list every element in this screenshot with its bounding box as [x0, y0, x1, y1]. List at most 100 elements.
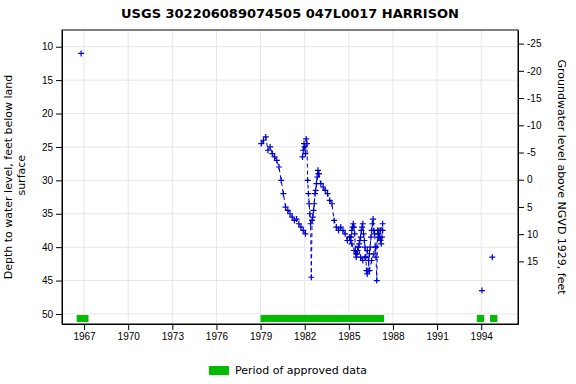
data-point	[302, 231, 308, 237]
series	[316, 171, 386, 274]
x-tick-mark	[128, 324, 129, 330]
data-point	[311, 201, 317, 207]
data-point	[306, 201, 312, 207]
data-point	[302, 151, 308, 157]
legend-label: Period of approved data	[235, 364, 367, 377]
y2-tick-mark	[518, 71, 524, 72]
data-point	[361, 237, 367, 243]
data-point	[353, 254, 359, 260]
grid-line-x	[128, 30, 129, 324]
data-point	[310, 214, 316, 220]
y-tick-mark	[56, 80, 62, 81]
x-tick: 1991	[426, 324, 449, 342]
y2-tick: 10	[518, 229, 539, 240]
data-point	[366, 258, 372, 264]
data-point	[307, 211, 313, 217]
x-tick-label: 1979	[250, 331, 273, 342]
x-tick-mark	[481, 324, 482, 330]
y-tick-label: 45	[42, 275, 54, 286]
data-point	[349, 241, 355, 247]
x-tick: 1973	[162, 324, 185, 342]
y2-tick-label: -25	[527, 38, 542, 49]
y-tick-mark	[56, 314, 62, 315]
y2-tick-label: -5	[527, 147, 536, 158]
x-tick: 1976	[206, 324, 229, 342]
y-tick-mark	[56, 147, 62, 148]
grid-line-x	[84, 30, 85, 324]
y-tick-mark	[56, 214, 62, 215]
y-tick: 15	[42, 75, 62, 86]
y-tick-label: 35	[42, 208, 54, 219]
y2-axis-domain	[518, 31, 519, 325]
series	[77, 315, 498, 322]
x-tick-mark	[172, 324, 173, 330]
y-tick-label: 40	[42, 242, 54, 253]
data-point	[351, 224, 357, 230]
y2-tick-label: 5	[527, 202, 533, 213]
x-tick-mark	[305, 324, 306, 330]
x-tick-label: 1982	[294, 331, 317, 342]
y2-tick: 5	[518, 202, 533, 213]
y-tick-label: 30	[42, 175, 54, 186]
y2-tick-mark	[518, 125, 524, 126]
data-point	[363, 254, 369, 260]
data-point	[316, 171, 322, 177]
data-point	[364, 271, 370, 277]
x-axis-domain	[63, 324, 519, 325]
data-point	[300, 154, 306, 160]
data-point	[263, 134, 269, 140]
series-line	[261, 137, 305, 234]
grid	[62, 30, 518, 324]
data-point	[356, 241, 362, 247]
y-axis-label: Depth to water level, feet below land su…	[2, 75, 28, 280]
y2-tick-label: 0	[527, 174, 533, 185]
data-point	[380, 221, 386, 227]
y-tick: 45	[42, 275, 62, 286]
y-tick: 25	[42, 142, 62, 153]
y2-tick-label: 15	[527, 256, 539, 267]
data-point	[365, 268, 371, 274]
y-tick-label: 25	[42, 142, 54, 153]
y2-tick-label: -20	[527, 66, 542, 77]
y2-tick: 15	[518, 256, 539, 267]
y-tick-mark	[56, 281, 62, 282]
approved-period	[490, 315, 497, 322]
data-point	[304, 141, 310, 147]
grid-line-y	[62, 113, 518, 114]
series	[258, 134, 308, 237]
data-point	[312, 191, 318, 197]
data-point	[348, 234, 354, 240]
y2-tick: -5	[518, 147, 536, 158]
data-point	[375, 231, 381, 237]
grid-line-x	[392, 30, 393, 324]
data-point	[331, 217, 337, 223]
data-point	[278, 177, 284, 183]
data-point	[380, 227, 386, 233]
data-point	[311, 207, 317, 213]
y-axis-domain	[62, 31, 63, 325]
x-tick-label: 1991	[426, 331, 449, 342]
data-point	[305, 177, 311, 183]
y2-tick: 0	[518, 174, 533, 185]
data-point	[361, 231, 367, 237]
chart: 1967197019731976197919821985198819911994…	[0, 0, 576, 384]
y-tick-mark	[56, 114, 62, 115]
data-point	[267, 144, 273, 150]
y-axis: 101520253035404550	[42, 31, 63, 325]
y2-tick: -10	[518, 120, 542, 131]
x-tick-mark	[84, 324, 85, 330]
data-point	[367, 244, 373, 250]
y-tick: 40	[42, 242, 62, 253]
data-point	[368, 234, 374, 240]
y2-tick-mark	[518, 261, 524, 262]
y2-axis-label: Groundwater level above NGVD 1929, feet	[555, 59, 568, 295]
data-point	[355, 248, 361, 254]
x-tick: 1994	[471, 324, 494, 342]
data-point	[308, 221, 314, 227]
y2-tick-label: -10	[527, 120, 542, 131]
legend-item: Period of approved data	[209, 364, 367, 377]
legend: Period of approved data	[209, 364, 367, 377]
grid-line-x	[437, 30, 438, 324]
x-tick-label: 1976	[206, 331, 229, 342]
y-tick-label: 20	[42, 108, 54, 119]
